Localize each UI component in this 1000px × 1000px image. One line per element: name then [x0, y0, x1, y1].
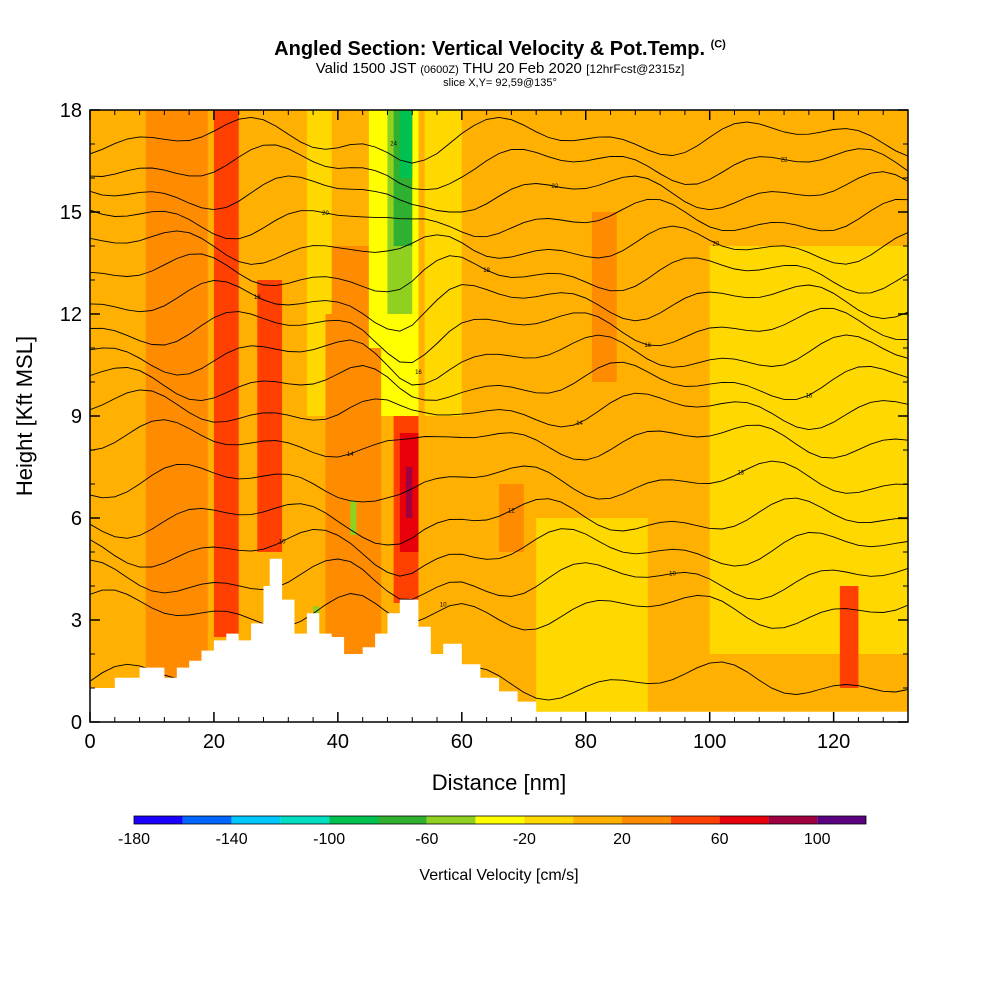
colorbar-tick-label: -20 [513, 831, 536, 848]
theta-line [90, 589, 908, 631]
x-tick-label: 0 [84, 731, 95, 753]
y-tick-label: 18 [60, 100, 82, 122]
theta-line [90, 389, 908, 431]
theta-label: 13 [737, 470, 744, 476]
y-axis-label: Height [Kft MSL] [12, 336, 37, 496]
theta-line [90, 334, 908, 386]
theta-line [90, 419, 908, 461]
colorbar-tick-label: -100 [313, 831, 345, 848]
theta-line [90, 280, 908, 332]
theta-line [90, 116, 908, 164]
theta-line [90, 460, 908, 503]
velocity-cell [406, 467, 413, 518]
colorbar-swatch [817, 816, 866, 824]
velocity-cell [839, 586, 859, 688]
colorbar-tick-label: -180 [118, 831, 150, 848]
theta-line [90, 528, 908, 577]
theta-line [90, 198, 908, 240]
x-axis: 0 20 40 60 80 100 120 [84, 110, 909, 753]
theta-label: 22 [781, 158, 788, 164]
theta-contours: 101010101213141416161618182020222224 [90, 116, 908, 702]
theta-line [90, 144, 908, 191]
velocity-cell [257, 280, 283, 552]
theta-label: 14 [347, 452, 354, 458]
chart-title: Angled Section: Vertical Velocity & Pot.… [274, 38, 726, 60]
x-tick-label: 80 [575, 731, 597, 753]
velocity-field [90, 110, 908, 722]
colorbar-swatch [134, 816, 183, 824]
velocity-cell [399, 110, 413, 178]
x-tick-label: 120 [817, 731, 850, 753]
colorbar-swatch [182, 816, 232, 824]
colorbar-swatch [768, 816, 818, 824]
theta-line [90, 171, 908, 213]
colorbar-tick-label: 20 [613, 831, 631, 848]
y-tick-label: 12 [60, 304, 82, 326]
colorbar-swatch [524, 816, 574, 824]
colorbar: -180 -140 -100 -60 -20 20 60 100 [118, 815, 867, 848]
velocity-cell [424, 110, 462, 416]
x-axis-label: Distance [nm] [432, 770, 567, 795]
velocity-cell [536, 518, 648, 712]
colorbar-swatch [622, 816, 671, 824]
colorbar-swatch [280, 816, 330, 824]
theta-label: 10 [440, 602, 447, 608]
colorbar-tick-label: 60 [711, 831, 729, 848]
y-axis: 0 3 6 9 12 15 18 [60, 100, 908, 734]
theta-line [90, 361, 908, 402]
slice-info: slice X,Y= 92,59@135° [443, 77, 557, 89]
theta-label: 16 [415, 370, 422, 376]
velocity-cell [499, 484, 524, 552]
colorbar-swatch [475, 816, 525, 824]
theta-label: 16 [644, 343, 651, 349]
theta-label: 18 [483, 268, 490, 274]
colorbar-swatch [573, 816, 622, 824]
x-tick-label: 20 [203, 731, 225, 753]
colorbar-tick-label: -60 [415, 831, 438, 848]
y-tick-label: 3 [71, 610, 82, 632]
theta-label: 12 [508, 508, 515, 514]
theta-label: 10 [669, 571, 676, 577]
y-tick-label: 6 [71, 508, 82, 530]
colorbar-swatch [329, 816, 378, 824]
theta-label: 16 [806, 393, 813, 399]
colorbar-swatch [426, 816, 476, 824]
theta-label: 14 [576, 421, 583, 427]
velocity-cell [591, 212, 617, 382]
chart-subtitle: Valid 1500 JST (0600Z) THU 20 Feb 2020 [… [315, 60, 685, 77]
theta-label: 22 [551, 184, 558, 190]
theta-label: 24 [390, 141, 397, 147]
theta-line [90, 558, 908, 600]
x-tick-label: 60 [451, 731, 473, 753]
x-tick-label: 40 [327, 731, 349, 753]
theta-label: 20 [713, 241, 720, 247]
y-tick-label: 0 [71, 712, 82, 734]
colorbar-swatch [231, 816, 281, 824]
theta-line [90, 307, 908, 364]
colorbar-frame [133, 815, 867, 825]
x-tick-label: 100 [693, 731, 726, 753]
colorbar-tick-label: 100 [804, 831, 831, 848]
theta-label: 18 [254, 295, 261, 301]
velocity-cell [145, 110, 208, 705]
y-tick-label: 15 [60, 202, 82, 224]
colorbar-tick-label: -140 [216, 831, 248, 848]
theta-line [90, 225, 908, 265]
terrain [90, 558, 908, 722]
velocity-cell [213, 110, 239, 637]
colorbar-swatch [670, 816, 720, 824]
colorbar-label: Vertical Velocity [cm/s] [419, 867, 578, 884]
velocity-cell [709, 246, 908, 654]
theta-line [90, 497, 908, 546]
theta-label: 20 [322, 211, 329, 217]
theta-label: 10 [279, 540, 286, 546]
copyright-mark: (C) [710, 38, 726, 51]
velocity-cell [350, 501, 357, 535]
theta-line [90, 253, 908, 294]
colorbar-swatch [378, 816, 427, 824]
colorbar-swatch [719, 816, 769, 824]
y-tick-label: 9 [71, 406, 82, 428]
